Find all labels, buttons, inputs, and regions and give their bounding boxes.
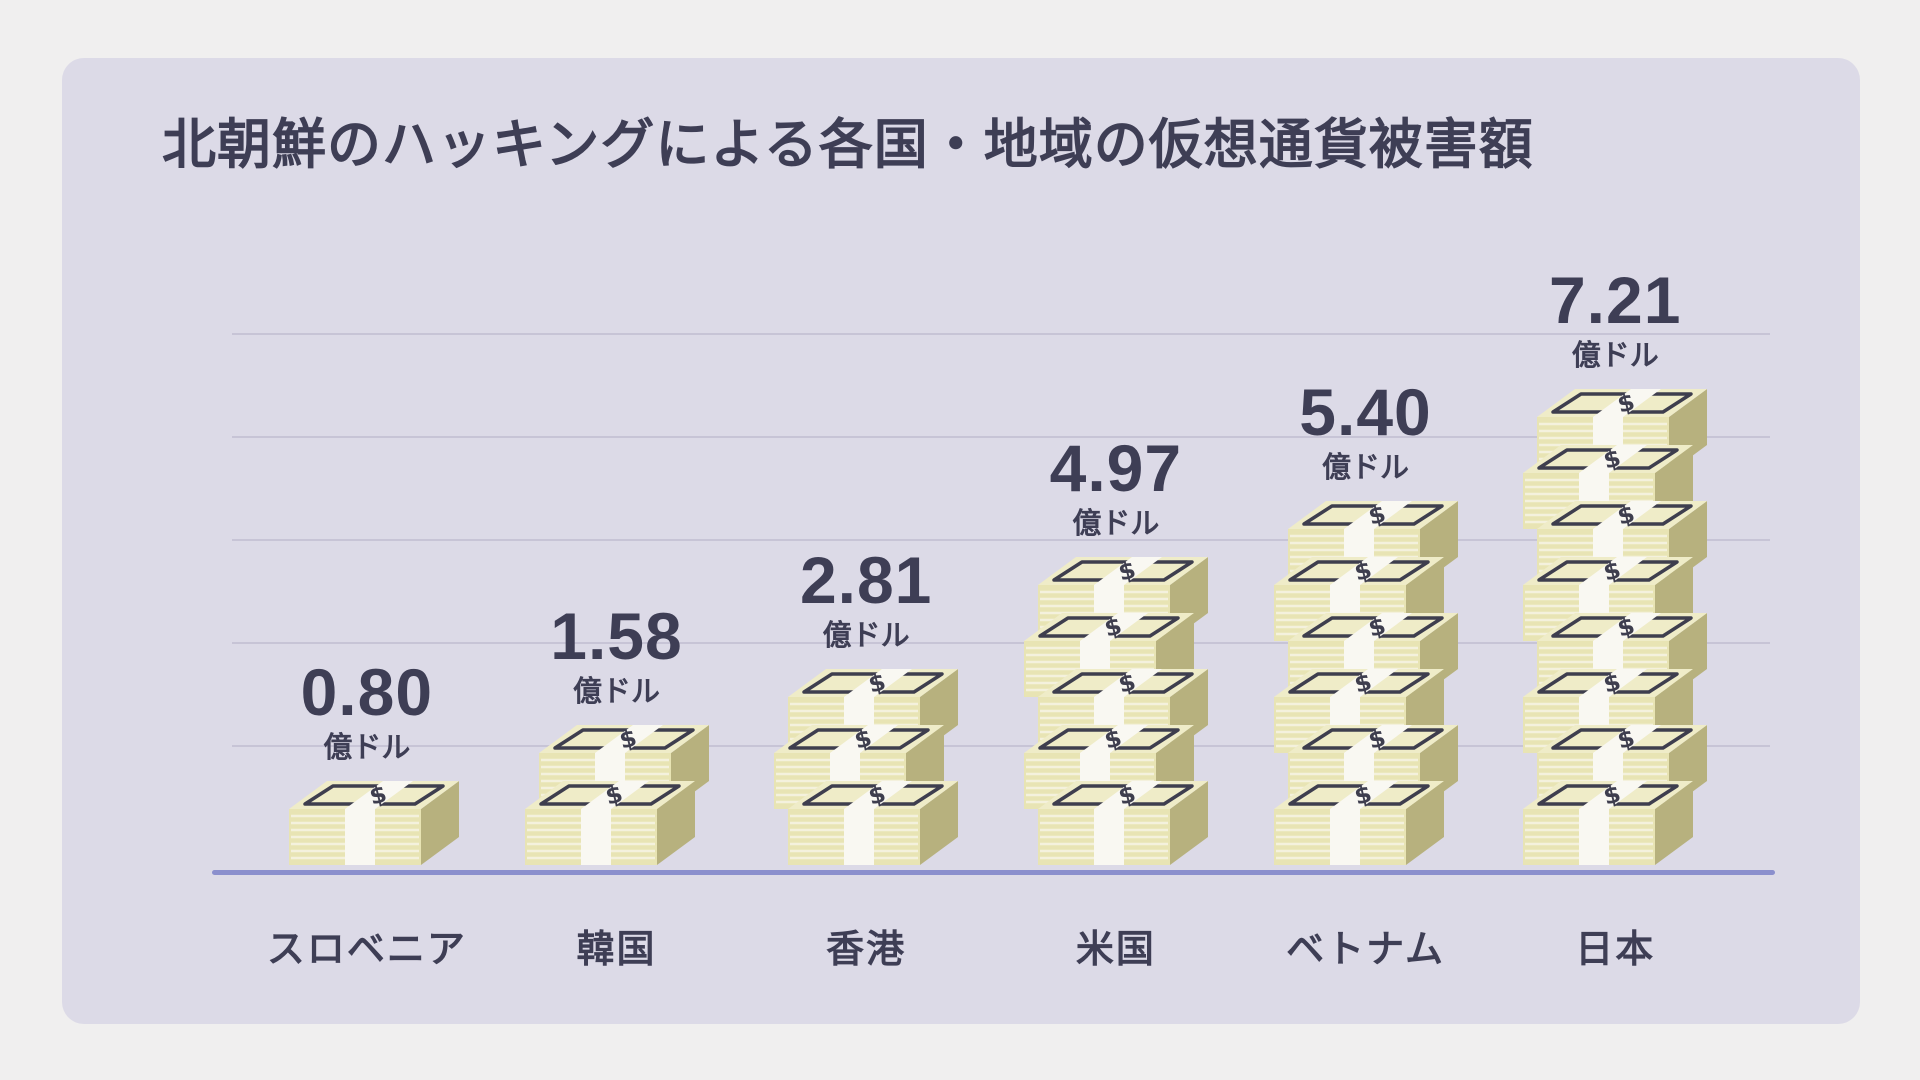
category-label: 米国: [1075, 929, 1156, 971]
unit-label: 億ドル: [573, 676, 661, 708]
gridline: [232, 642, 1770, 644]
svg-text:$: $: [1365, 500, 1388, 531]
money-stack-pile: $ $ $ $ $: [1023, 555, 1208, 867]
category-label-row: スロベニア 韓国 香港 米国 ベトナム 日本: [92, 918, 1830, 973]
gridline: [232, 745, 1770, 747]
unit-label: 億ドル: [822, 620, 910, 652]
svg-text:$: $: [1101, 612, 1124, 643]
x-axis-line: [212, 870, 1775, 875]
svg-text:$: $: [366, 780, 389, 811]
svg-text:$: $: [866, 668, 889, 699]
svg-text:$: $: [1351, 556, 1374, 587]
unit-label: 億ドル: [1322, 452, 1410, 484]
svg-text:$: $: [1601, 556, 1624, 587]
bar-column-2: 1.58 億ドル $ $: [492, 603, 742, 873]
category-label: 日本: [1575, 929, 1656, 971]
category-label: ベトナム: [1286, 929, 1445, 971]
money-stack-icon: $: [1037, 780, 1208, 865]
svg-text:$: $: [1351, 780, 1374, 811]
svg-text:$: $: [616, 724, 639, 755]
money-stack-icon: $: [288, 780, 459, 865]
bar-column-5: 5.40 億ドル $ $ $ $ $ $: [1241, 379, 1491, 873]
svg-text:$: $: [866, 780, 889, 811]
svg-text:$: $: [602, 780, 625, 811]
value-label: 0.80: [300, 655, 434, 729]
value-label: 7.21: [1548, 263, 1682, 337]
bar-column-1: 0.80 億ドル $: [242, 659, 492, 873]
gridline: [232, 539, 1770, 541]
money-stack-icon: $: [1523, 780, 1694, 865]
svg-text:$: $: [1101, 724, 1124, 755]
svg-text:$: $: [1601, 444, 1624, 475]
svg-text:$: $: [1365, 612, 1388, 643]
svg-text:$: $: [1115, 668, 1138, 699]
unit-label: 億ドル: [323, 732, 411, 764]
svg-text:$: $: [1615, 612, 1638, 643]
svg-text:$: $: [1351, 668, 1374, 699]
unit-label: 億ドル: [1072, 508, 1160, 540]
svg-text:$: $: [1615, 724, 1638, 755]
svg-text:$: $: [1615, 500, 1638, 531]
money-stack-icon: $: [788, 780, 959, 865]
money-stack-pile: $ $ $: [774, 667, 959, 867]
chart-card: 北朝鮮のハッキングによる各国・地域の仮想通貨被害額 0.80 億ドル $1.58 億ド…: [62, 58, 1860, 1024]
gridline: [232, 436, 1770, 438]
value-label: 2.81: [799, 543, 933, 617]
svg-text:$: $: [1115, 556, 1138, 587]
svg-text:$: $: [1115, 780, 1138, 811]
category-label: 香港: [826, 929, 907, 971]
chart-title: 北朝鮮のハッキングによる各国・地域の仮想通貨被害額: [162, 115, 1534, 175]
money-stack-icon: $: [524, 780, 695, 865]
bar-columns: 0.80 億ドル $1.58 億ドル $ $2.81 億ドル $ $ $4.97 億ドル $ $ $ $ $5…: [92, 208, 1830, 873]
money-stack-pile: $ $: [524, 723, 709, 867]
value-label: 4.97: [1049, 431, 1183, 505]
unit-label: 億ドル: [1571, 340, 1659, 372]
svg-text:$: $: [1601, 780, 1624, 811]
bar-column-6: 7.21 億ドル $ $ $ $ $ $ $ $: [1490, 267, 1740, 873]
bar-column-4: 4.97 億ドル $ $ $ $ $: [991, 435, 1241, 873]
money-stack-pile: $: [282, 779, 459, 867]
gridline: [232, 333, 1770, 335]
money-stack-pile: $ $ $ $ $ $ $ $: [1523, 387, 1708, 867]
value-label: 5.40: [1299, 375, 1432, 449]
svg-text:$: $: [1615, 388, 1638, 419]
bar-column-3: 2.81 億ドル $ $ $: [741, 547, 991, 873]
svg-text:$: $: [1601, 668, 1624, 699]
category-label: スロベニア: [266, 929, 467, 971]
value-label: 1.58: [550, 599, 683, 673]
chart-area: 0.80 億ドル $1.58 億ドル $ $2.81 億ドル $ $ $4.97 億ドル $ $ $ $ $5…: [92, 208, 1830, 875]
category-label: 韓国: [576, 929, 657, 971]
money-stack-pile: $ $ $ $ $ $: [1273, 499, 1458, 867]
money-stack-icon: $: [1273, 780, 1444, 865]
svg-text:$: $: [1365, 724, 1388, 755]
svg-text:$: $: [852, 724, 875, 755]
